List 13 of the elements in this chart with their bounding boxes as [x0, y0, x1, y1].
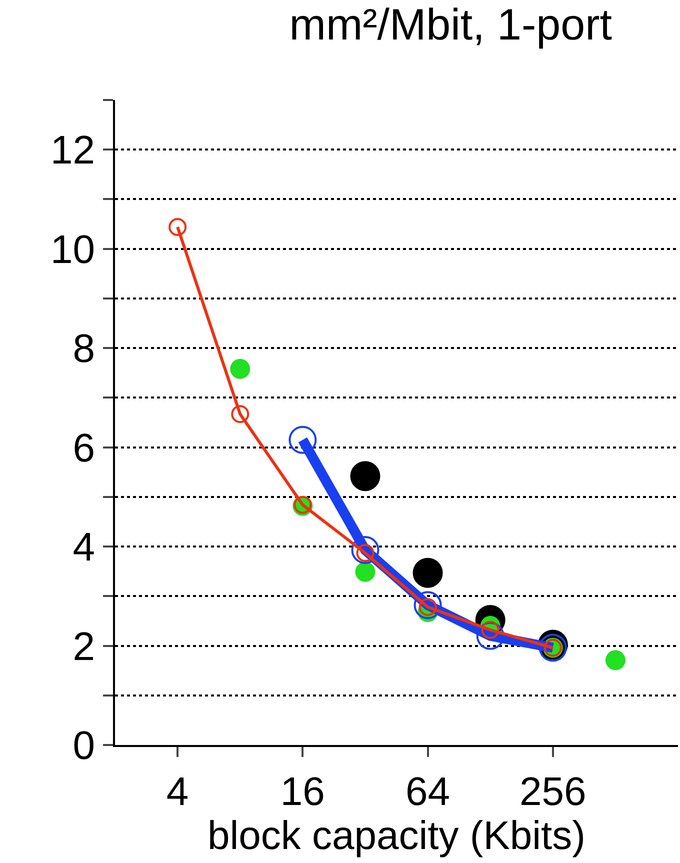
x-axis-title: block capacity (Kbits) — [208, 814, 586, 858]
x-tick-label: 16 — [280, 770, 325, 814]
x-tick-label: 4 — [166, 770, 189, 814]
y-tick-label: 0 — [72, 724, 95, 768]
x-tick-label: 256 — [520, 770, 586, 814]
y-tick-label: 12 — [50, 128, 95, 173]
y-tick-label: 2 — [72, 624, 95, 669]
y-tick-label: 4 — [72, 526, 95, 570]
y-tick-label: 6 — [72, 426, 95, 470]
chart-title: mm²/Mbit, 1-port — [289, 0, 612, 50]
y-tick-label: 10 — [50, 228, 95, 272]
y-tick-label: 8 — [72, 327, 95, 372]
x-tick-label: 64 — [406, 770, 450, 814]
